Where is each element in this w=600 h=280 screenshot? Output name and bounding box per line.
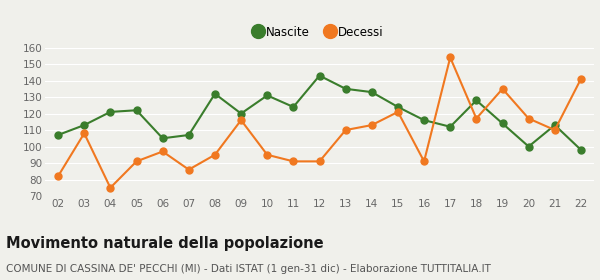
Decessi xyxy=(577,77,584,81)
Nascite xyxy=(421,118,428,122)
Decessi xyxy=(133,160,140,163)
Nascite xyxy=(263,94,271,97)
Decessi xyxy=(551,128,559,132)
Text: COMUNE DI CASSINA DE' PECCHI (MI) - Dati ISTAT (1 gen-31 dic) - Elaborazione TUT: COMUNE DI CASSINA DE' PECCHI (MI) - Dati… xyxy=(6,264,491,274)
Decessi xyxy=(263,153,271,157)
Nascite xyxy=(525,145,532,148)
Decessi xyxy=(499,87,506,90)
Decessi xyxy=(238,118,245,122)
Decessi xyxy=(394,110,401,114)
Nascite xyxy=(342,87,349,90)
Nascite xyxy=(80,123,88,127)
Decessi xyxy=(446,56,454,59)
Decessi xyxy=(80,132,88,135)
Nascite xyxy=(394,105,401,109)
Decessi xyxy=(421,160,428,163)
Nascite xyxy=(185,133,193,137)
Decessi xyxy=(368,123,376,127)
Nascite xyxy=(290,105,297,109)
Nascite xyxy=(211,92,218,95)
Nascite xyxy=(446,125,454,129)
Line: Decessi: Decessi xyxy=(55,54,584,191)
Nascite xyxy=(499,122,506,125)
Nascite xyxy=(473,99,480,102)
Nascite xyxy=(107,110,114,114)
Text: Movimento naturale della popolazione: Movimento naturale della popolazione xyxy=(6,236,323,251)
Decessi xyxy=(211,153,218,157)
Decessi xyxy=(159,150,166,153)
Decessi xyxy=(185,168,193,171)
Nascite xyxy=(133,109,140,112)
Nascite xyxy=(551,123,559,127)
Nascite xyxy=(55,133,62,137)
Decessi xyxy=(55,174,62,178)
Decessi xyxy=(290,160,297,163)
Decessi xyxy=(473,117,480,120)
Nascite xyxy=(577,148,584,151)
Decessi xyxy=(342,128,349,132)
Legend: Nascite, Decessi: Nascite, Decessi xyxy=(251,21,388,43)
Nascite xyxy=(316,74,323,77)
Decessi xyxy=(316,160,323,163)
Nascite xyxy=(368,90,376,94)
Nascite xyxy=(159,137,166,140)
Line: Nascite: Nascite xyxy=(55,72,584,153)
Nascite xyxy=(238,112,245,115)
Decessi xyxy=(107,186,114,190)
Decessi xyxy=(525,117,532,120)
